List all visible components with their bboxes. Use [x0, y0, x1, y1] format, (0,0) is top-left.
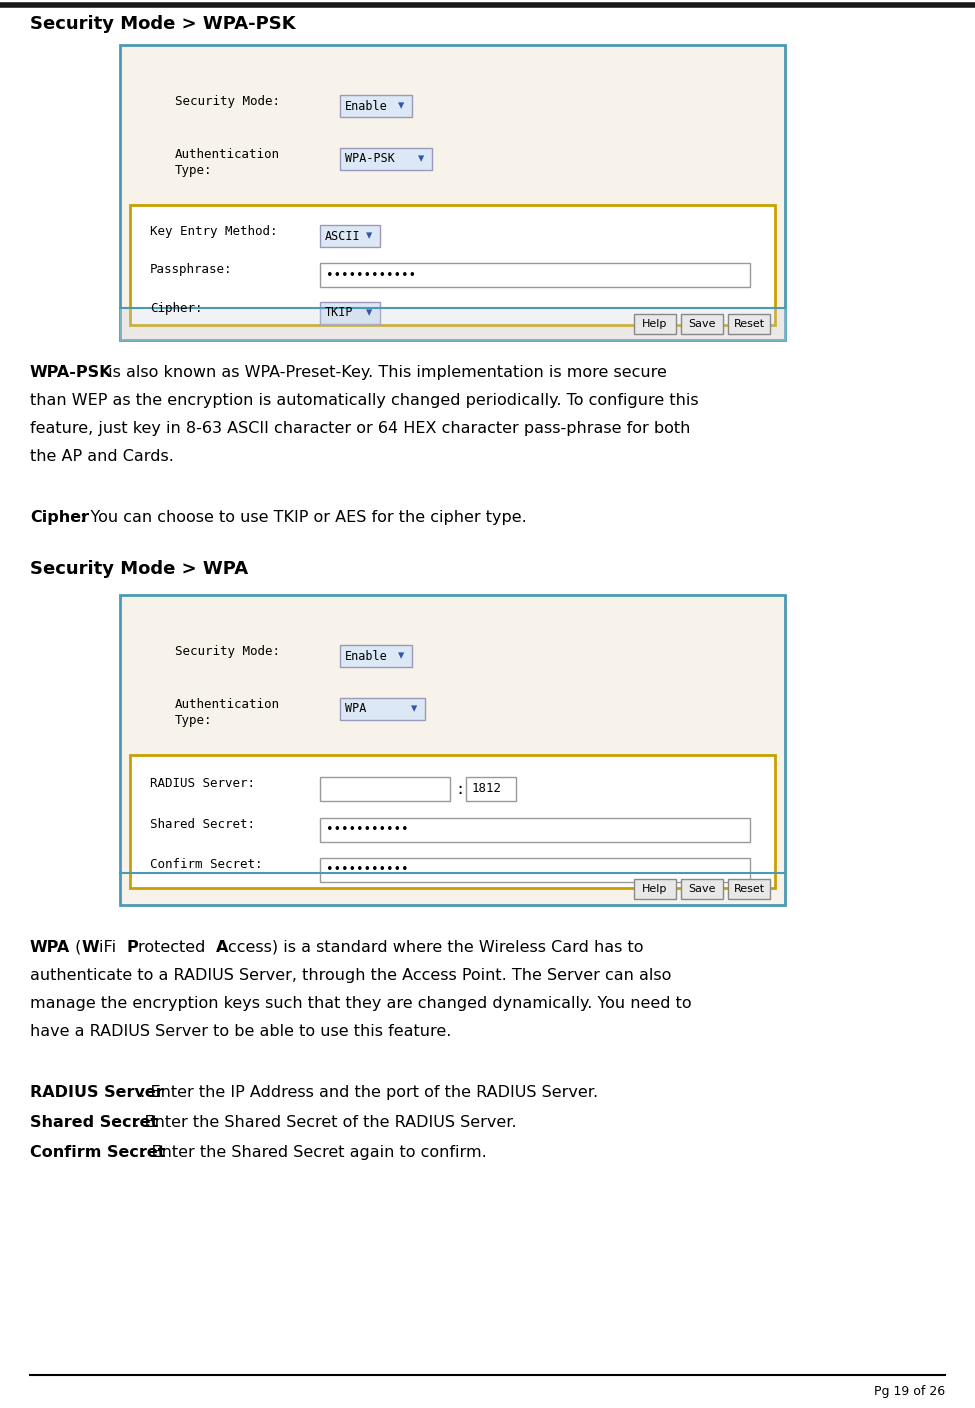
FancyBboxPatch shape [681, 879, 723, 898]
FancyBboxPatch shape [634, 879, 676, 898]
Text: W: W [82, 941, 99, 955]
Text: (: ( [70, 941, 82, 955]
Text: Security Mode > WPA-PSK: Security Mode > WPA-PSK [30, 15, 295, 32]
Text: ••••••••••••: •••••••••••• [326, 269, 416, 282]
Text: Shared Secret:: Shared Secret: [150, 818, 255, 831]
Text: 1812: 1812 [472, 783, 502, 796]
Text: ▾: ▾ [411, 703, 417, 715]
Text: authenticate to a RADIUS Server, through the Access Point. The Server can also: authenticate to a RADIUS Server, through… [30, 969, 672, 983]
Text: : Enter the Shared Secret again to confirm.: : Enter the Shared Secret again to confi… [141, 1145, 487, 1160]
Text: Authentication: Authentication [175, 698, 280, 711]
Text: Confirm Secret:: Confirm Secret: [150, 857, 262, 872]
Text: Save: Save [688, 320, 716, 329]
Text: :: : [455, 781, 464, 797]
Text: Enable: Enable [345, 100, 388, 113]
Text: •••••••••••: ••••••••••• [326, 824, 409, 836]
Text: Passphrase:: Passphrase: [150, 263, 232, 276]
Text: iFi: iFi [99, 941, 122, 955]
Text: Help: Help [643, 320, 668, 329]
Text: Save: Save [688, 884, 716, 894]
Text: Enable: Enable [345, 649, 388, 663]
Text: •••••••••••: ••••••••••• [326, 863, 409, 877]
Text: Confirm Secret: Confirm Secret [30, 1145, 166, 1160]
Text: have a RADIUS Server to be able to use this feature.: have a RADIUS Server to be able to use t… [30, 1024, 451, 1039]
Text: Cipher:: Cipher: [150, 301, 203, 315]
Text: RADIUS Server:: RADIUS Server: [150, 777, 255, 790]
Text: ▾: ▾ [366, 230, 372, 242]
Text: Pg 19 of 26: Pg 19 of 26 [874, 1385, 945, 1398]
Text: rotected: rotected [138, 941, 211, 955]
Text: : Enter the IP Address and the port of the RADIUS Server.: : Enter the IP Address and the port of t… [140, 1086, 598, 1100]
Text: Type:: Type: [175, 163, 213, 177]
FancyBboxPatch shape [728, 314, 770, 334]
Text: P: P [127, 941, 138, 955]
FancyBboxPatch shape [320, 263, 750, 287]
Text: ASCII: ASCII [325, 230, 361, 242]
FancyBboxPatch shape [340, 148, 432, 170]
FancyBboxPatch shape [728, 879, 770, 898]
FancyBboxPatch shape [340, 645, 412, 667]
FancyBboxPatch shape [340, 698, 425, 719]
Text: ▾: ▾ [418, 152, 424, 166]
Text: WPA: WPA [345, 703, 367, 715]
Text: Key Entry Method:: Key Entry Method: [150, 225, 278, 238]
FancyBboxPatch shape [320, 818, 750, 842]
Text: feature, just key in 8-63 ASCII character or 64 HEX character pass-phrase for bo: feature, just key in 8-63 ASCII characte… [30, 421, 690, 436]
FancyBboxPatch shape [320, 225, 380, 246]
FancyBboxPatch shape [340, 94, 412, 117]
FancyBboxPatch shape [466, 777, 516, 801]
Text: Help: Help [643, 884, 668, 894]
FancyBboxPatch shape [320, 301, 380, 324]
Text: Security Mode:: Security Mode: [175, 645, 280, 658]
Text: Cipher: Cipher [30, 510, 89, 525]
Text: is also known as WPA-Preset-Key. This implementation is more secure: is also known as WPA-Preset-Key. This im… [103, 365, 667, 380]
FancyBboxPatch shape [634, 314, 676, 334]
FancyBboxPatch shape [320, 857, 750, 881]
Text: Security Mode > WPA: Security Mode > WPA [30, 560, 248, 579]
FancyBboxPatch shape [320, 777, 450, 801]
Text: Security Mode:: Security Mode: [175, 94, 280, 108]
Text: manage the encryption keys such that they are changed dynamically. You need to: manage the encryption keys such that the… [30, 995, 691, 1011]
Text: WPA-PSK: WPA-PSK [30, 365, 112, 380]
Text: : You can choose to use TKIP or AES for the cipher type.: : You can choose to use TKIP or AES for … [80, 510, 526, 525]
Text: Type:: Type: [175, 714, 213, 727]
FancyBboxPatch shape [681, 314, 723, 334]
Text: the AP and Cards.: the AP and Cards. [30, 449, 174, 465]
FancyBboxPatch shape [130, 206, 775, 325]
Text: A: A [216, 941, 228, 955]
Text: TKIP: TKIP [325, 307, 354, 320]
Text: than WEP as the encryption is automatically changed periodically. To configure t: than WEP as the encryption is automatica… [30, 393, 699, 408]
Text: Reset: Reset [733, 320, 764, 329]
Text: ▾: ▾ [366, 307, 372, 320]
Text: ▾: ▾ [398, 100, 405, 113]
Text: : Enter the Shared Secret of the RADIUS Server.: : Enter the Shared Secret of the RADIUS … [134, 1115, 517, 1131]
FancyBboxPatch shape [130, 755, 775, 888]
Text: ▾: ▾ [398, 649, 405, 663]
Text: Shared Secret: Shared Secret [30, 1115, 158, 1131]
Text: RADIUS Server: RADIUS Server [30, 1086, 164, 1100]
Text: ccess) is a standard where the Wireless Card has to: ccess) is a standard where the Wireless … [228, 941, 644, 955]
Text: WPA-PSK: WPA-PSK [345, 152, 395, 166]
Text: Reset: Reset [733, 884, 764, 894]
FancyBboxPatch shape [120, 596, 785, 905]
Text: WPA: WPA [30, 941, 70, 955]
FancyBboxPatch shape [120, 45, 785, 339]
Text: Authentication: Authentication [175, 148, 280, 161]
